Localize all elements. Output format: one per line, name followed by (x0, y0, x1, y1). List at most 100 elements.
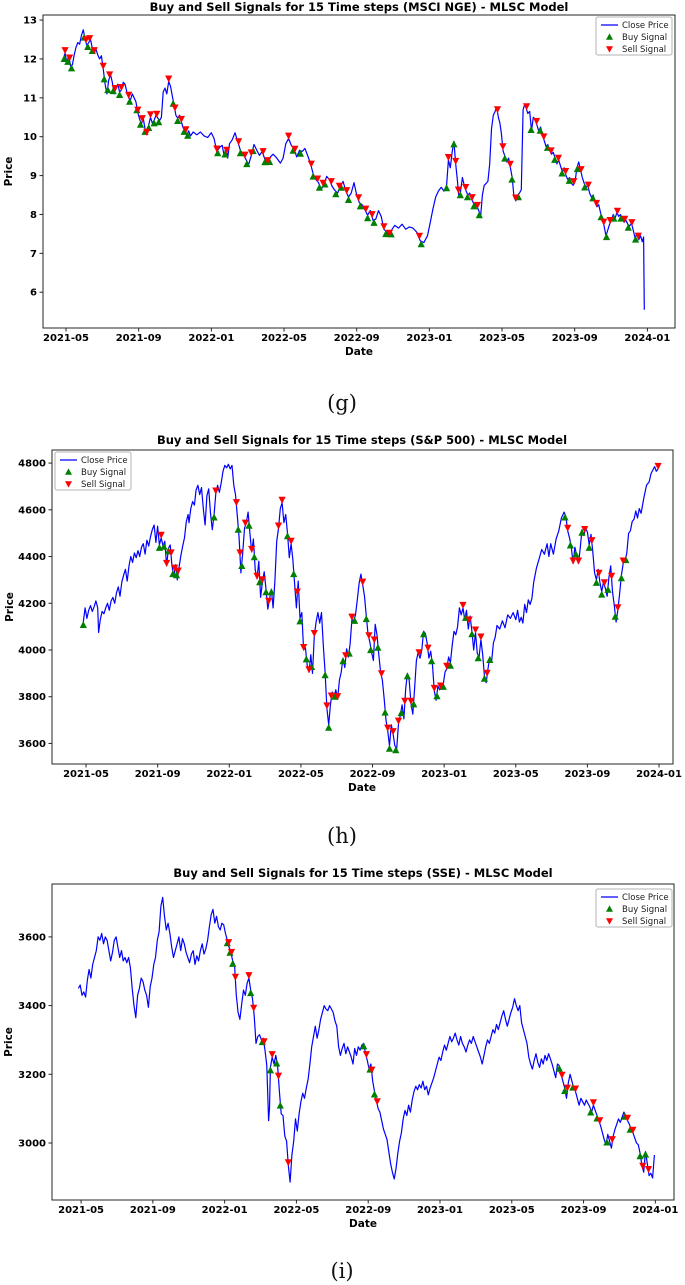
x-tick-label: 2022-05 (273, 1205, 319, 1216)
buy-signal-marker (578, 528, 586, 536)
buy-signal-marker (184, 131, 192, 139)
x-tick-label: 2023-05 (479, 333, 525, 344)
buy-signal-marker (566, 541, 574, 549)
sell-signal-marker (499, 143, 507, 151)
x-tick-label: 2023-05 (493, 769, 539, 780)
buy-signal-marker (210, 513, 218, 521)
sell-signal-marker (569, 557, 577, 565)
buy-signal-marker (256, 578, 264, 586)
legend-buy-triangle-icon (65, 468, 72, 475)
sell-signal-marker (608, 572, 616, 580)
sell-signal-marker (143, 128, 151, 136)
buy-signal-marker (456, 191, 464, 199)
legend-buy-triangle-icon (606, 33, 613, 40)
sell-signal-marker (506, 160, 514, 168)
sell-signal-marker (415, 649, 423, 657)
buy-signal-marker (381, 708, 389, 716)
sell-signal-marker (558, 1071, 566, 1079)
sell-signal-marker (327, 178, 335, 186)
plot-area: 6 7 8 9 10 11 12 13 2021-05 2021-09 2022-01 2022-05… (23, 14, 676, 344)
sell-signal-marker (274, 1072, 283, 1080)
sell-signal-marker (471, 626, 480, 634)
sell-signal-marker (554, 154, 562, 162)
sell-signal-marker (564, 524, 572, 532)
x-axis-label: Date (349, 1218, 377, 1230)
sell-signal-marker (614, 604, 622, 612)
x-tick-label: 2022-05 (278, 769, 324, 780)
buy-signal-marker (587, 1108, 595, 1116)
sell-signal-marker (459, 601, 467, 609)
sell-signal-marker (327, 692, 335, 700)
legend-box (54, 451, 132, 491)
buy-signal-marker (364, 214, 372, 222)
chart-title: Buy and Sell Signals for 15 Time steps (… (157, 433, 567, 447)
sell-signal-marker (99, 62, 107, 70)
buy-signal-marker (450, 140, 458, 148)
buy-signal-marker (339, 657, 347, 665)
buy-signal-marker (356, 202, 364, 210)
sell-signal-marker (348, 613, 356, 621)
legend-label: Sell Signal (622, 917, 666, 927)
x-tick-label: 2023-09 (561, 1205, 607, 1216)
sell-signal-marker (334, 693, 342, 701)
sell-signal-marker (146, 111, 155, 119)
buy-signal-marker (417, 240, 425, 248)
buy-signal-marker (555, 1064, 563, 1072)
buy-signal-marker (463, 193, 472, 201)
subfigure-caption-i: (i) (330, 1259, 353, 1283)
sell-signal-marker (264, 157, 272, 165)
buy-signal-marker (67, 64, 76, 72)
x-tick-label: 2023-01 (421, 769, 467, 780)
sell-signal-marker (563, 1084, 571, 1092)
buy-signal-marker (604, 585, 612, 593)
x-tick-label: 2023-01 (417, 1205, 463, 1216)
buy-signal-marker (617, 214, 625, 222)
buy-signal-marker (229, 959, 237, 967)
buy-signal-marker (315, 183, 323, 191)
sell-signal-marker (588, 537, 596, 545)
sell-signal-marker (305, 666, 313, 674)
legend-buy-triangle-icon (606, 905, 613, 912)
buy-signal-marker (136, 120, 145, 128)
buy-signal-marker (321, 671, 329, 679)
sell-signal-marker (300, 644, 308, 651)
x-tick-label: 2021-05 (43, 333, 89, 344)
sell-signal-marker (153, 110, 161, 118)
sell-signal-marker (106, 71, 114, 79)
sell-signal-marker (319, 179, 327, 187)
buy-signal-marker (174, 117, 182, 124)
buy-signal-marker (433, 692, 441, 700)
sell-signal-marker (634, 232, 642, 240)
sell-signal-marker (231, 973, 239, 981)
y-tick-label: 4800 (18, 459, 46, 470)
buy-signal-marker (267, 588, 275, 596)
sell-signal-marker (362, 1051, 370, 1059)
buy-signal-marker (84, 43, 92, 50)
sell-signal-marker (177, 115, 185, 123)
buy-signal-marker (325, 723, 333, 731)
buy-signal-marker (221, 150, 229, 158)
plot-area: 3600 3800 4000 4200 4400 4600 4800 2021-05 2021-… (18, 449, 682, 780)
buy-signal-marker (581, 183, 589, 191)
sell-signal-marker (368, 1066, 376, 1074)
sell-signal-marker (592, 199, 601, 207)
sell-signal-marker (407, 697, 415, 705)
sell-signal-marker (310, 630, 318, 637)
buy-signal-marker (362, 615, 370, 623)
x-tick-label: 2021-05 (58, 1205, 104, 1216)
sell-signal-marker (212, 487, 220, 495)
buy-signal-marker (410, 700, 418, 708)
legend-label: Buy Signal (81, 468, 126, 478)
buy-signal-marker (598, 590, 606, 598)
buy-signal-marker (474, 654, 482, 662)
sell-signal-marker (268, 1051, 276, 1059)
x-tick-label: 2024-01 (624, 333, 670, 344)
buy-signal-marker (508, 175, 516, 183)
sell-signal-marker (654, 462, 662, 470)
sell-signal-marker (437, 682, 445, 690)
legend: Close Price Buy Signal Sell Signal (54, 451, 132, 491)
sell-signal-marker (343, 187, 351, 195)
y-tick-label: 3600 (18, 739, 46, 750)
sell-signal-marker (581, 526, 589, 533)
buy-signal-marker (126, 97, 134, 105)
